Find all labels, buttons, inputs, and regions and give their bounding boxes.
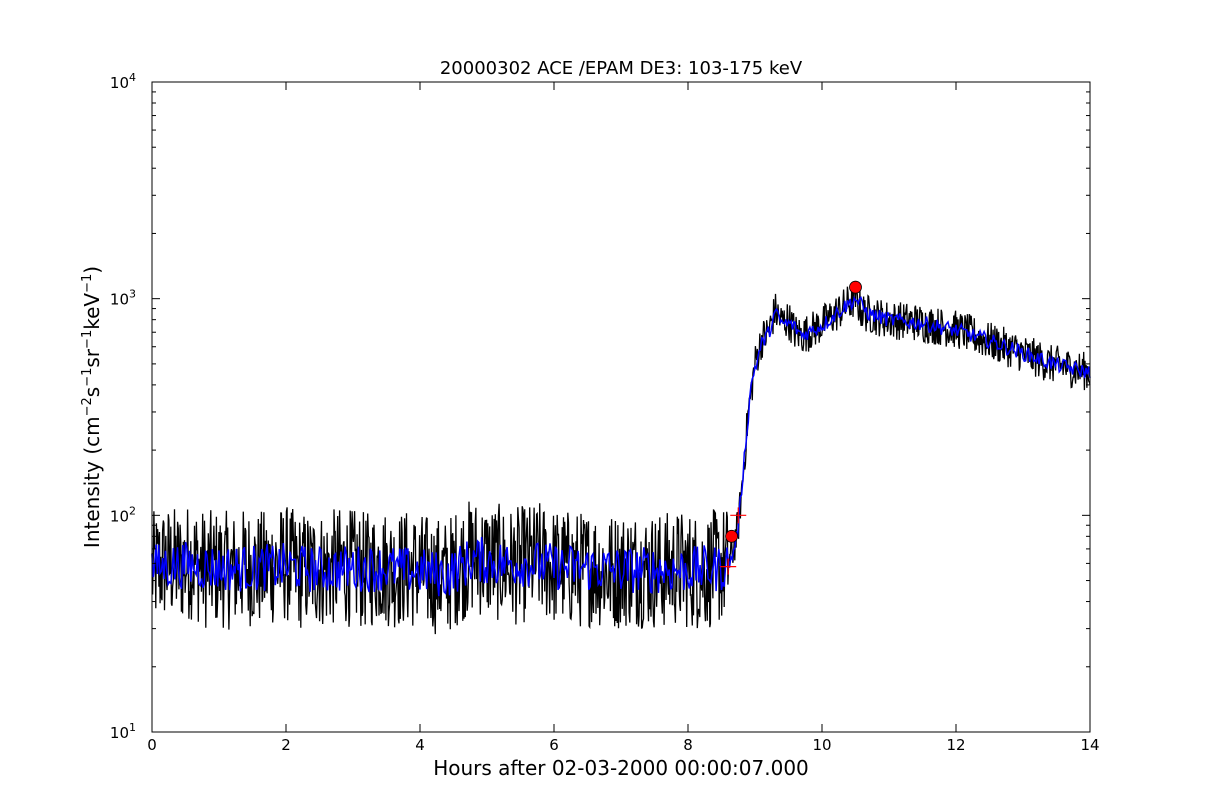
x-tick-label: 4 bbox=[415, 736, 425, 754]
plot-area bbox=[151, 280, 1091, 635]
x-tick-label: 2 bbox=[281, 736, 291, 754]
marker-circle-1 bbox=[849, 280, 862, 294]
x-tick-label: 10 bbox=[812, 736, 831, 754]
y-tick-label: 104 bbox=[110, 71, 136, 92]
y-tick-label: 101 bbox=[110, 721, 136, 742]
x-tick-label: 0 bbox=[147, 736, 157, 754]
series-line-smoothed bbox=[151, 295, 1091, 597]
x-axis: 0 2 4 6 8 10 12 14 bbox=[147, 82, 1100, 754]
y-axis-label: Intensity (cm−2s−1sr−1keV−1) bbox=[80, 266, 104, 548]
x-tick-label: 8 bbox=[683, 736, 693, 754]
series-line-raw bbox=[151, 280, 1091, 635]
chart-title: 20000302 ACE /EPAM DE3: 103-175 keV bbox=[440, 58, 803, 79]
marker-plus-2 bbox=[720, 558, 737, 575]
y-axis: 101 102 103 104 bbox=[110, 71, 1090, 742]
x-tick-label: 12 bbox=[946, 736, 965, 754]
y-tick-label: 103 bbox=[110, 288, 136, 309]
marker-plus-3 bbox=[730, 507, 747, 524]
x-tick-label: 6 bbox=[549, 736, 559, 754]
x-axis-label: Hours after 02-03-2000 00:00:07.000 bbox=[433, 756, 809, 780]
marker-circle-0 bbox=[725, 529, 738, 543]
y-tick-label: 102 bbox=[110, 504, 136, 525]
plot-frame bbox=[151, 81, 1091, 733]
x-tick-label: 14 bbox=[1080, 736, 1099, 754]
